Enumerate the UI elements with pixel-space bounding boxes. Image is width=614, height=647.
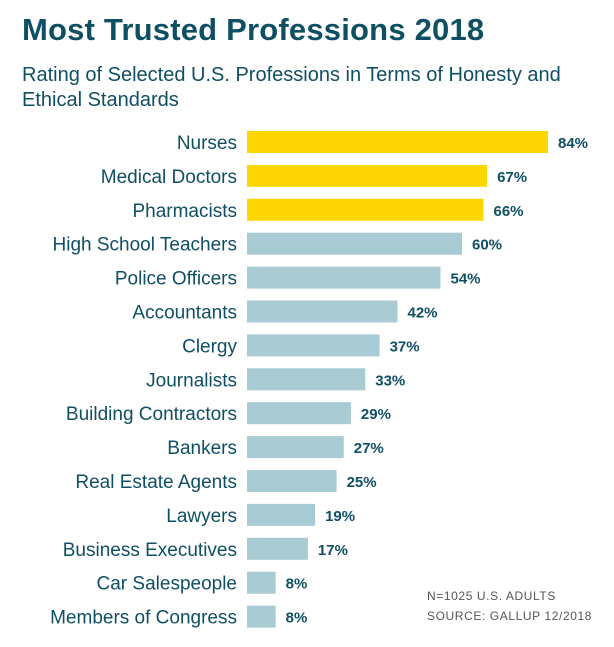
- category-label: Business Executives: [63, 540, 237, 561]
- bar-nurses: [247, 131, 548, 153]
- chart-subtitle: Rating of Selected U.S. Professions in T…: [22, 64, 561, 111]
- value-label: 19%: [325, 508, 355, 525]
- bar-building-contractors: [247, 402, 351, 425]
- category-label: Journalists: [146, 370, 237, 391]
- category-label: Nurses: [177, 133, 237, 154]
- bars-layer: Nurses 84% Medical Doctors 67% Pharmacists 66…: [50, 131, 588, 629]
- value-label: 29%: [361, 406, 391, 423]
- category-label: Lawyers: [166, 506, 237, 527]
- value-label: 33%: [375, 372, 405, 389]
- bar-members-of-congress: [247, 605, 276, 628]
- category-label: Building Contractors: [66, 404, 237, 425]
- category-label: Car Salespeople: [97, 574, 237, 595]
- bar-clergy: [247, 334, 380, 357]
- category-label: Pharmacists: [132, 201, 237, 222]
- bar-accountants: [247, 300, 398, 323]
- category-label: Clergy: [182, 336, 237, 357]
- value-label: 25%: [347, 474, 377, 491]
- bar-journalists: [247, 368, 366, 391]
- value-label: 54%: [451, 271, 481, 288]
- category-label: High School Teachers: [53, 235, 237, 256]
- bar-business-executives: [247, 537, 308, 560]
- bar-lawyers: [247, 503, 316, 526]
- value-label: 42%: [408, 305, 438, 322]
- value-label: 67%: [497, 169, 527, 186]
- sample-size-note: N=1025 U.S. ADULTS: [427, 589, 556, 603]
- value-label: 8%: [286, 576, 308, 593]
- category-label: Accountants: [132, 303, 237, 324]
- value-label: 60%: [472, 237, 502, 254]
- chart-title: Most Trusted Professions 2018: [22, 12, 485, 47]
- category-label: Police Officers: [115, 269, 237, 290]
- bar-police-officers: [247, 266, 441, 289]
- value-label: 8%: [286, 610, 308, 627]
- bar-car-salespeople: [247, 571, 276, 594]
- value-label: 37%: [390, 338, 420, 355]
- value-label: 27%: [354, 440, 384, 457]
- bar-high-school-teachers: [247, 232, 462, 255]
- category-label: Medical Doctors: [101, 167, 237, 188]
- bar-bankers: [247, 436, 344, 459]
- category-label: Members of Congress: [50, 608, 237, 629]
- value-label: 84%: [558, 135, 588, 152]
- bar-pharmacists: [247, 198, 484, 221]
- category-label: Bankers: [167, 438, 237, 459]
- bar-real-estate-agents: [247, 470, 337, 492]
- value-label: 66%: [494, 203, 524, 220]
- source-note: SOURCE: GALLUP 12/2018: [427, 609, 593, 623]
- value-label: 17%: [318, 542, 348, 559]
- category-label: Real Estate Agents: [75, 472, 237, 493]
- bar-medical-doctors: [247, 164, 488, 187]
